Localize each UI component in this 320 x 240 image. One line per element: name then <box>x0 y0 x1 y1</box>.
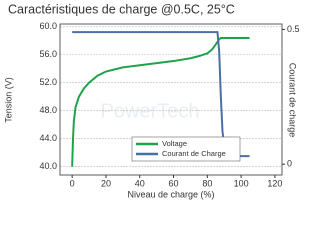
y-tick-label: 56.0 <box>39 49 57 59</box>
chart: Caractéristiques de charge @0.5C, 25°C P… <box>3 2 306 199</box>
x-tick-label: 0 <box>70 178 75 188</box>
chart-title: Caractéristiques de charge @0.5C, 25°C <box>8 2 235 16</box>
y-tick-label: 40.0 <box>39 161 57 171</box>
watermark: PowerTech <box>101 100 200 122</box>
y-tick-label: 48.0 <box>39 105 57 115</box>
x-axis-label: Niveau de charge (%) <box>127 189 214 199</box>
y-tick-label: 44.0 <box>39 133 57 143</box>
legend-box <box>131 136 241 162</box>
x-tick-label: 80 <box>202 178 212 188</box>
x-tick-label: 20 <box>101 178 111 188</box>
plot-frame <box>59 23 283 176</box>
x-tick-label: 120 <box>267 178 282 188</box>
x-tick-label: 100 <box>234 178 249 188</box>
y-tick-label: 60.0 <box>39 21 57 31</box>
y-tick-label: 52.0 <box>39 77 57 87</box>
y2-tick-label: 0.5C <box>287 24 300 34</box>
x-tick-label: 60 <box>169 178 179 188</box>
y2-tick-label: 0 <box>287 159 292 169</box>
legend-label: Courant de Charge <box>162 149 226 158</box>
y2-axis-label: Courant de charge <box>288 63 298 138</box>
x-tick-label: 40 <box>135 178 145 188</box>
legend-label: Voltage <box>162 139 187 148</box>
y-axis-label: Tension (V) <box>3 77 13 123</box>
